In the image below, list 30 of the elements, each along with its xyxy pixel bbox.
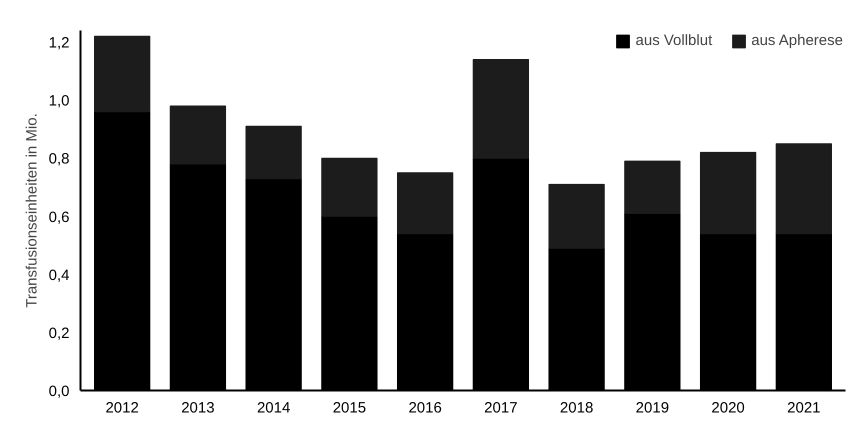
x-tick-label: 2019 xyxy=(636,400,670,416)
y-tick-label: 0,0 xyxy=(48,383,70,400)
x-tick-label: 2018 xyxy=(560,400,594,416)
bar xyxy=(321,158,378,217)
bar xyxy=(170,105,226,165)
x-tick-label: 2012 xyxy=(105,400,139,416)
bar xyxy=(94,36,150,112)
x-tick-label: 2014 xyxy=(256,400,290,416)
y-tick-label: 0,4 xyxy=(48,266,70,284)
x-tick-label: 2021 xyxy=(787,400,821,416)
bar xyxy=(700,152,756,234)
y-axis-title: Transfusionseinheiten in Mio. xyxy=(24,113,41,308)
bar xyxy=(624,160,681,214)
y-tick-label: 0,2 xyxy=(48,324,70,342)
bar xyxy=(548,184,605,249)
y-tick-label: 0,6 xyxy=(48,208,70,226)
bar xyxy=(396,172,454,234)
bar xyxy=(776,143,832,234)
y-tick-label: 1,0 xyxy=(48,92,70,110)
y-tick-label: 0,8 xyxy=(48,150,70,168)
bar xyxy=(472,59,530,159)
x-tick-label: 2015 xyxy=(332,400,366,416)
x-tick-label: 2020 xyxy=(711,400,745,416)
legend-label: aus Apherese xyxy=(751,32,843,49)
y-tick-label: 1,2 xyxy=(48,34,70,52)
bar xyxy=(246,126,302,180)
x-tick-label: 2017 xyxy=(484,400,518,416)
x-tick-label: 2016 xyxy=(408,400,442,416)
x-tick-label: 2013 xyxy=(181,400,215,416)
legend-label: aus Vollblut xyxy=(636,32,712,49)
